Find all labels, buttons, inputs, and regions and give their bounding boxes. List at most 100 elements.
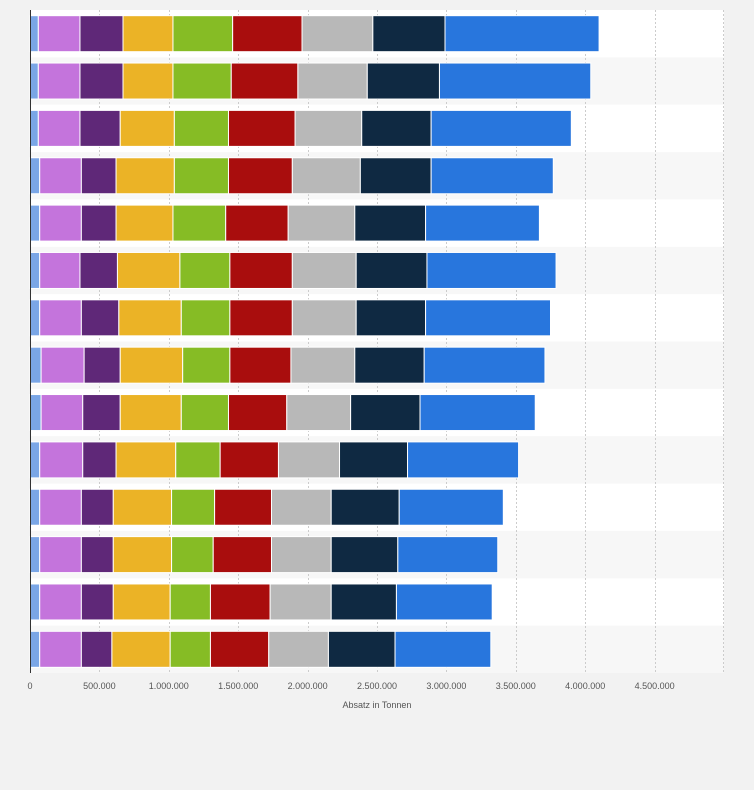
bar-segment[interactable] [366,62,440,100]
bar-segment[interactable] [40,394,84,432]
bar-segment[interactable] [39,157,82,195]
bar-segment[interactable] [354,204,427,242]
bar-segment[interactable] [297,62,368,100]
bar-segment[interactable] [182,346,231,384]
bar-segment[interactable] [290,346,356,384]
bar-segment[interactable] [112,583,171,621]
bar-segment[interactable] [122,62,174,100]
bar-segment[interactable] [438,62,592,100]
bar-segment[interactable] [80,583,114,621]
bar-segment[interactable] [82,394,121,432]
bar-segment[interactable] [29,15,39,53]
bar-segment[interactable] [29,346,42,384]
bar-segment[interactable] [171,536,214,574]
bar-segment[interactable] [397,536,499,574]
bar-segment[interactable] [29,630,41,668]
bar-segment[interactable] [444,15,600,53]
bar-segment[interactable] [112,488,173,526]
bar-segment[interactable] [419,394,536,432]
bar-segment[interactable] [29,251,41,289]
bar-segment[interactable] [232,15,303,53]
bar-segment[interactable] [39,441,84,479]
bar-segment[interactable] [37,62,81,100]
bar-segment[interactable] [271,488,332,526]
bar-segment[interactable] [29,62,39,100]
bar-segment[interactable] [209,630,270,668]
bar-segment[interactable] [111,630,171,668]
bar-segment[interactable] [29,536,41,574]
bar-segment[interactable] [80,157,117,195]
bar-segment[interactable] [398,488,504,526]
bar-segment[interactable] [227,157,293,195]
bar-segment[interactable] [29,299,41,337]
bar-segment[interactable] [301,15,374,53]
bar-segment[interactable] [354,346,425,384]
bar-segment[interactable] [39,299,82,337]
bar-segment[interactable] [214,488,273,526]
bar-segment[interactable] [227,394,288,432]
bar-segment[interactable] [39,630,82,668]
bar-segment[interactable] [291,299,357,337]
bar-segment[interactable] [116,251,181,289]
bar-segment[interactable] [29,204,41,242]
bar-segment[interactable] [39,536,82,574]
bar-segment[interactable] [180,394,229,432]
bar-segment[interactable] [169,630,211,668]
bar-segment[interactable] [230,62,299,100]
bar-segment[interactable] [430,157,554,195]
bar-segment[interactable] [119,394,182,432]
bar-segment[interactable] [80,299,120,337]
bar-segment[interactable] [359,157,432,195]
bar-segment[interactable] [29,488,41,526]
bar-segment[interactable] [169,583,211,621]
bar-segment[interactable] [425,204,540,242]
bar-segment[interactable] [219,441,279,479]
bar-segment[interactable] [179,251,231,289]
bar-segment[interactable] [271,536,332,574]
bar-segment[interactable] [80,630,113,668]
bar-segment[interactable] [175,441,221,479]
bar-segment[interactable] [172,62,232,100]
bar-segment[interactable] [37,109,81,147]
bar-segment[interactable] [180,299,231,337]
bar-segment[interactable] [291,251,357,289]
bar-segment[interactable] [277,441,341,479]
bar-segment[interactable] [269,583,332,621]
bar-segment[interactable] [425,299,551,337]
bar-segment[interactable] [225,204,289,242]
bar-segment[interactable] [330,583,397,621]
bar-segment[interactable] [355,299,427,337]
bar-segment[interactable] [39,488,82,526]
bar-segment[interactable] [395,583,493,621]
bar-segment[interactable] [355,251,428,289]
bar-segment[interactable] [430,109,572,147]
bar-segment[interactable] [79,62,124,100]
bar-segment[interactable] [330,488,400,526]
bar-segment[interactable] [171,488,216,526]
bar-segment[interactable] [29,394,42,432]
bar-segment[interactable] [327,630,396,668]
bar-segment[interactable] [29,583,41,621]
bar-segment[interactable] [294,109,363,147]
bar-segment[interactable] [118,299,182,337]
bar-segment[interactable] [115,204,174,242]
bar-segment[interactable] [372,15,446,53]
bar-segment[interactable] [37,15,81,53]
bar-segment[interactable] [212,536,273,574]
bar-segment[interactable] [80,204,117,242]
bar-segment[interactable] [112,536,173,574]
bar-segment[interactable] [394,630,492,668]
bar-segment[interactable] [291,157,361,195]
bar-segment[interactable] [229,251,293,289]
bar-segment[interactable] [209,583,271,621]
bar-segment[interactable] [40,346,85,384]
bar-segment[interactable] [361,109,432,147]
bar-segment[interactable] [173,157,229,195]
bar-segment[interactable] [339,441,409,479]
bar-segment[interactable] [115,441,177,479]
bar-segment[interactable] [330,536,399,574]
bar-segment[interactable] [423,346,546,384]
bar-segment[interactable] [119,109,175,147]
bar-segment[interactable] [172,204,227,242]
bar-segment[interactable] [173,109,229,147]
